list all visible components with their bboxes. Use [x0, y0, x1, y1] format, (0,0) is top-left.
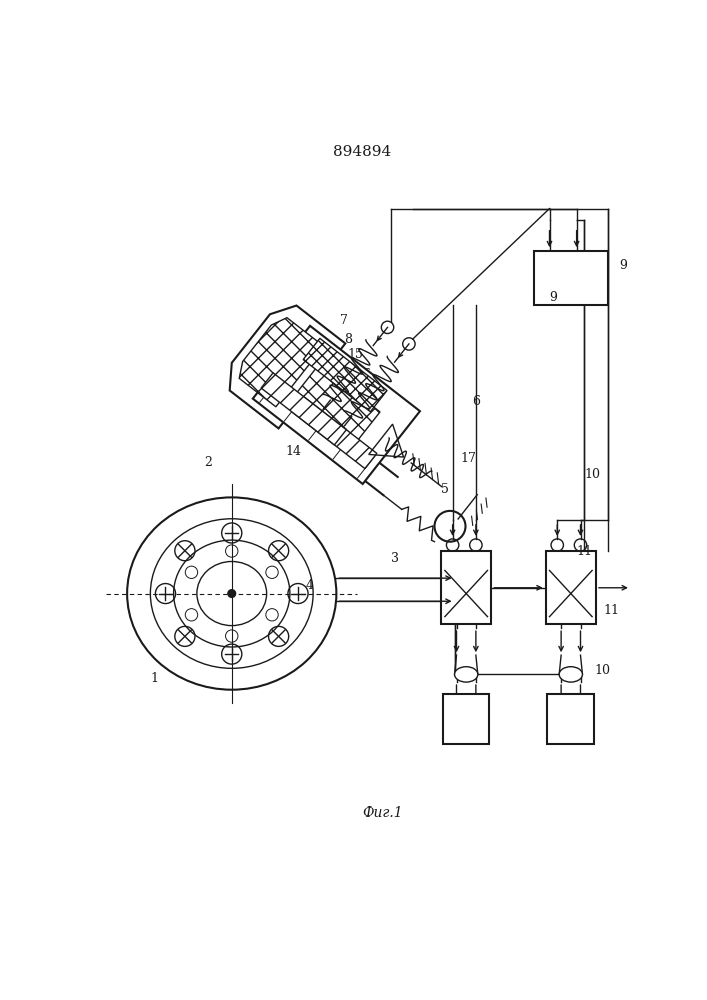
Polygon shape	[253, 326, 420, 484]
Text: 11: 11	[604, 604, 620, 617]
Text: 9: 9	[619, 259, 627, 272]
Text: 7: 7	[340, 314, 348, 327]
Text: 4: 4	[305, 579, 313, 592]
Polygon shape	[230, 306, 345, 428]
Ellipse shape	[127, 497, 337, 690]
Text: 10: 10	[584, 468, 600, 481]
Text: 15: 15	[348, 348, 363, 361]
Text: 6: 6	[472, 395, 480, 408]
Text: 5: 5	[441, 483, 449, 496]
Bar	[443, 694, 489, 744]
Polygon shape	[293, 365, 380, 445]
Ellipse shape	[174, 540, 290, 647]
Polygon shape	[239, 318, 324, 407]
Text: 1: 1	[151, 672, 158, 685]
Ellipse shape	[151, 519, 313, 668]
Bar	[547, 694, 594, 744]
Polygon shape	[261, 373, 346, 445]
Text: 9: 9	[549, 291, 557, 304]
Text: 14: 14	[286, 445, 302, 458]
Polygon shape	[303, 338, 387, 412]
Bar	[534, 251, 607, 305]
Circle shape	[228, 590, 235, 597]
Text: 2: 2	[204, 456, 212, 469]
Text: 17: 17	[460, 452, 476, 465]
Bar	[546, 551, 596, 624]
Text: 3: 3	[390, 552, 399, 565]
Text: 10: 10	[594, 664, 610, 677]
Text: 16: 16	[356, 368, 371, 381]
Text: 894894: 894894	[333, 145, 391, 159]
Text: 11: 11	[576, 545, 592, 558]
Polygon shape	[292, 397, 377, 469]
Text: Фиг.1: Фиг.1	[363, 806, 403, 820]
Ellipse shape	[197, 561, 267, 626]
Bar	[441, 551, 491, 624]
Text: 8: 8	[344, 333, 352, 346]
Ellipse shape	[455, 667, 478, 682]
Ellipse shape	[559, 667, 583, 682]
